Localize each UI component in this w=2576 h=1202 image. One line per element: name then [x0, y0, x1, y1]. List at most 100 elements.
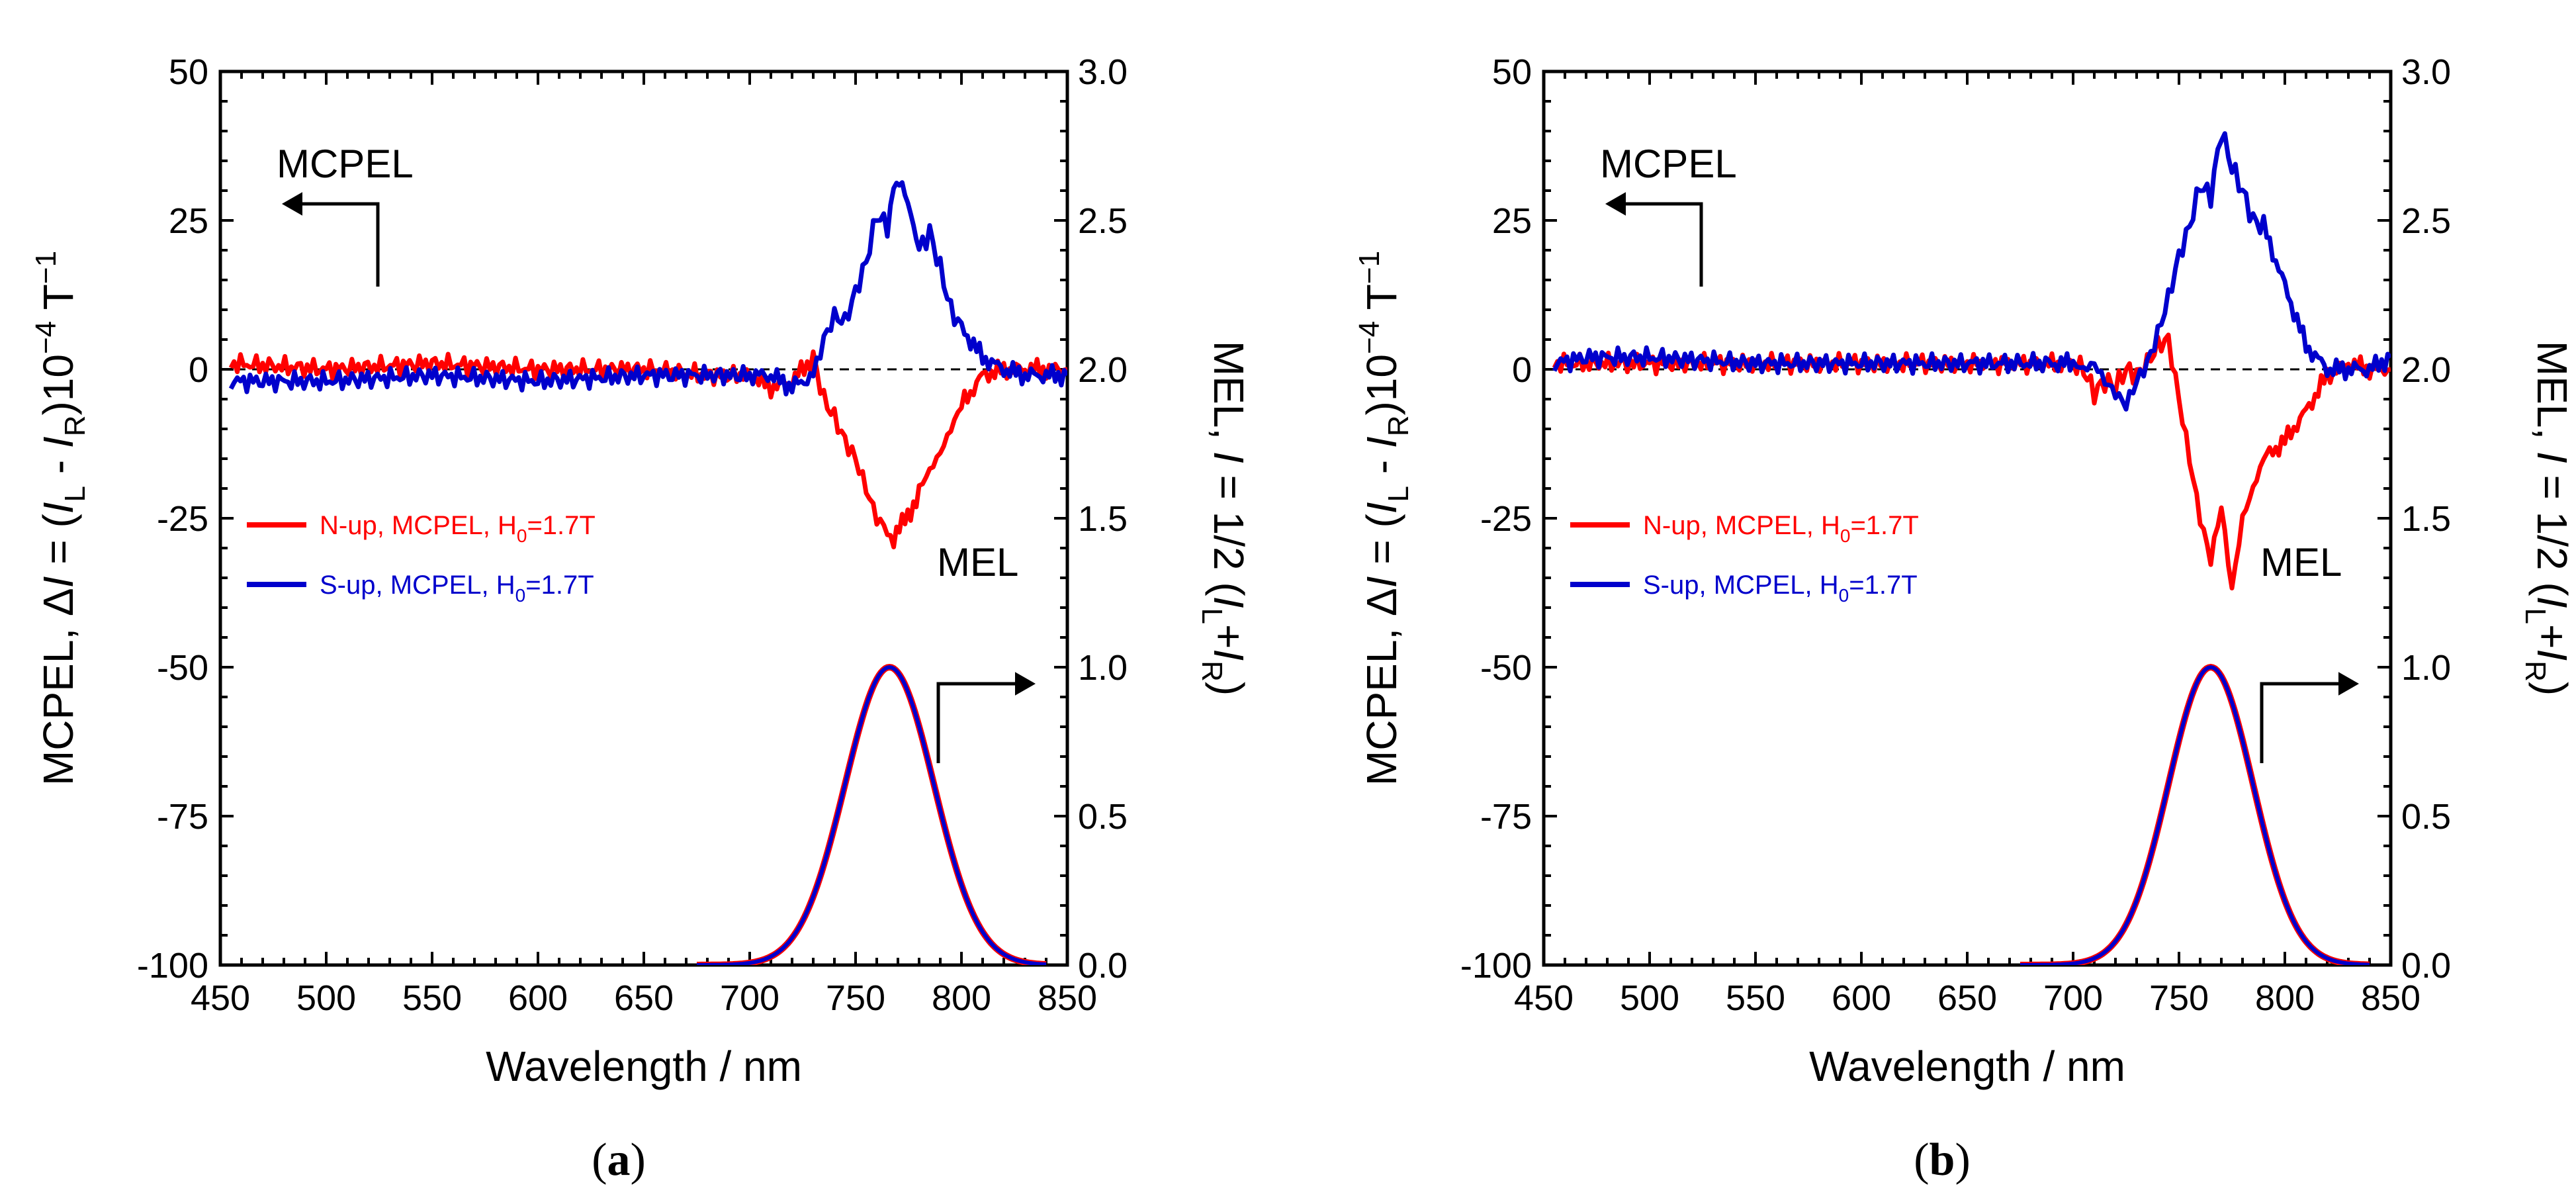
y-right-title-seg: = 1/2 (: [1205, 463, 1253, 596]
mel-curve-n-up: [2020, 663, 2370, 965]
y-right-title-seg: I: [2528, 451, 2576, 463]
y-left-title-sup: −1: [30, 251, 62, 284]
y-right-tick-label: 2.0: [1078, 350, 1128, 390]
x-tick-label: 750: [2149, 978, 2209, 1018]
mel-arrow-head: [2338, 672, 2360, 696]
panel-label: (a): [592, 1134, 646, 1185]
x-tick-label: 550: [402, 978, 462, 1018]
x-tick-label: 450: [1514, 978, 1574, 1018]
x-tick-label: 750: [826, 978, 885, 1018]
legend-text-main: N-up, MCPEL, H: [1643, 511, 1840, 540]
y-left-tick-label: -25: [1480, 499, 1532, 539]
panel-label: (b): [1914, 1134, 1971, 1185]
legend-label-s-up: S-up, MCPEL, H0=1.7T: [320, 571, 594, 606]
legend-text-sub: 0: [1839, 585, 1849, 606]
y-right-tick-label: 1.0: [2401, 648, 2451, 688]
x-tick-label: 850: [1038, 978, 1097, 1018]
y-left-title-seg: -: [34, 448, 82, 486]
y-left-tick-label: 0: [189, 350, 208, 390]
y-left-title-seg: )10: [34, 354, 82, 416]
y-left-title-seg: MCPEL, Δ: [1358, 588, 1405, 786]
plot-area: [1552, 131, 2391, 965]
mel-arrow: [936, 682, 1024, 763]
legend-label-s-up: S-up, MCPEL, H0=1.7T: [1643, 571, 1918, 606]
y-left-tick-label: -100: [137, 946, 208, 986]
x-tick-label: 650: [614, 978, 674, 1018]
y-left-title-seg: I: [34, 576, 82, 588]
y-right-axis-title: MEL, I = 1/2 (IL+IR): [2519, 341, 2576, 696]
x-tick-label: 550: [1726, 978, 1785, 1018]
x-axis-title: Wavelength / nm: [486, 1042, 802, 1090]
legend-text-tail: =1.7T: [1849, 571, 1917, 600]
plot-area: [228, 180, 1067, 965]
y-right-title-sub: R: [1196, 661, 1228, 682]
y-right-tick-label: 2.5: [1078, 201, 1128, 241]
y-left-title-seg: T: [1358, 284, 1405, 321]
y-right-title-seg: ): [2528, 682, 2576, 696]
x-axis-title: Wavelength / nm: [1809, 1042, 2125, 1090]
y-left-title-seg: -: [1358, 448, 1405, 486]
panel-label-letter: b: [1930, 1134, 1955, 1185]
mel-arrow-head: [1015, 672, 1036, 696]
y-left-tick-label: -50: [1480, 648, 1532, 688]
y-right-tick-label: 1.5: [1078, 499, 1128, 539]
x-tick-label: 500: [296, 978, 356, 1018]
legend-text-sub: 0: [517, 526, 527, 546]
mel-curve-n-up: [697, 663, 1047, 965]
y-left-tick-label: -75: [1480, 797, 1532, 837]
y-left-tick-label: 25: [169, 201, 208, 241]
y-right-tick-label: 2.0: [2401, 350, 2451, 390]
panel-label-seg: (: [592, 1134, 607, 1185]
panel-label-letter: a: [607, 1134, 631, 1185]
y-left-tick-label: 50: [1492, 52, 1532, 92]
y-right-tick-label: 0.5: [1078, 797, 1128, 837]
y-right-title-seg: MEL,: [2528, 341, 2576, 451]
y-right-title-seg: I: [1205, 649, 1253, 661]
mel-annotation: MEL: [2260, 540, 2342, 584]
y-left-tick-label: 25: [1492, 201, 1532, 241]
y-right-title-seg: I: [2528, 596, 2576, 608]
legend-text-tail: =1.7T: [525, 571, 594, 600]
panel-a: 450 500 550 600 650 700 750 800 850 50 25 0 -25 -50 -7…: [30, 52, 1253, 1185]
y-left-tick-label: 50: [169, 52, 208, 92]
y-left-title-seg: )10: [1358, 354, 1405, 416]
x-tick-label: 650: [1937, 978, 1997, 1018]
mcpel-annotation: MCPEL: [277, 142, 414, 186]
x-tick-label: 700: [2043, 978, 2103, 1018]
panel-b: 450 500 550 600 650 700 750 800 850 50 25 0 -25 -50 -7…: [1353, 52, 2576, 1185]
y-left-title-sub: L: [1382, 486, 1415, 502]
y-right-axis-title: MEL, I = 1/2 (IL+IR): [1196, 341, 1253, 696]
y-right-title-seg: I: [1205, 596, 1253, 608]
y-left-title-seg: MCPEL, Δ: [34, 588, 82, 786]
y-left-tick-label: -100: [1460, 946, 1532, 986]
y-right-title-seg: I: [2528, 649, 2576, 661]
mcpel-curve-n-up: [228, 349, 1067, 549]
y-right-tick-label: 3.0: [1078, 52, 1128, 92]
y-left-title-sub: R: [59, 416, 91, 437]
legend-text-tail: =1.7T: [1850, 511, 1918, 540]
legend-text-tail: =1.7T: [527, 511, 595, 540]
y-right-tick-label: 0.0: [2401, 946, 2451, 986]
y-left-title-seg: = (: [34, 514, 82, 576]
y-right-title-sub: L: [1196, 608, 1228, 624]
y-right-title-sub: R: [2519, 661, 2552, 682]
y-left-title-sup: −4: [30, 321, 62, 354]
x-tick-label: 600: [508, 978, 568, 1018]
y-right-tick-label: 0.5: [2401, 797, 2451, 837]
y-left-title-sup: −4: [1353, 321, 1386, 354]
y-left-title-seg: I: [1358, 436, 1405, 448]
y-right-tick-label: 1.5: [2401, 499, 2451, 539]
legend-text-sub: 0: [515, 585, 526, 606]
x-tick-label: 450: [191, 978, 250, 1018]
mcpel-arrow: [293, 202, 380, 287]
x-tick-label: 800: [2255, 978, 2315, 1018]
y-right-title-sub: L: [2519, 608, 2552, 624]
legend-text-main: N-up, MCPEL, H: [320, 511, 517, 540]
y-left-title-seg: T: [34, 284, 82, 321]
y-left-tick-label: -25: [157, 499, 208, 539]
y-left-title-sub: R: [1382, 416, 1415, 437]
mel-curve-s-up: [697, 665, 1047, 965]
y-right-tick-label: 0.0: [1078, 946, 1128, 986]
y-left-title-sub: L: [59, 486, 91, 502]
legend-label-n-up: N-up, MCPEL, H0=1.7T: [320, 511, 596, 546]
